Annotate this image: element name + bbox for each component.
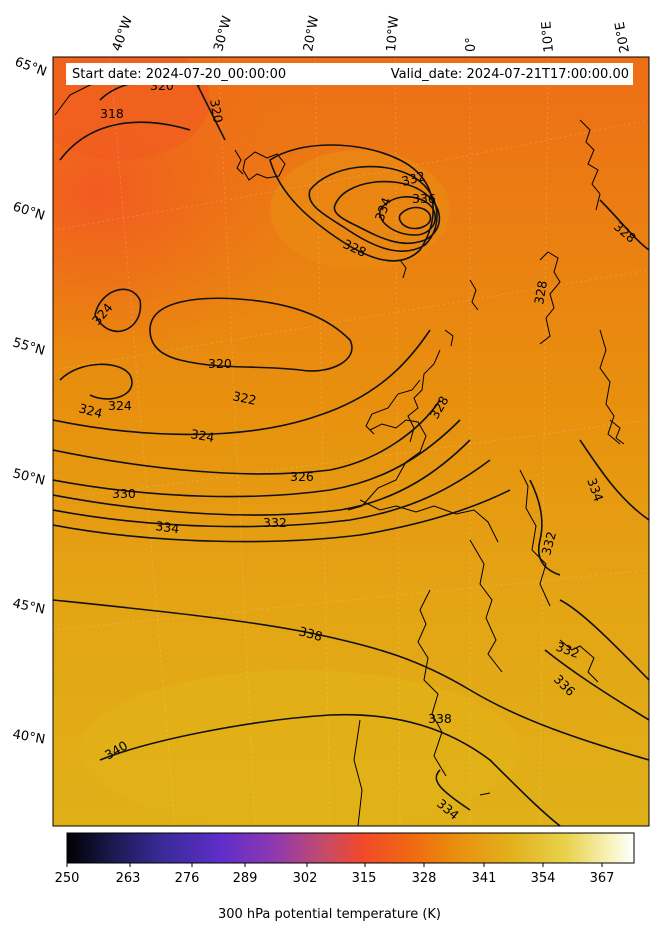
colorbar-tick: 315 — [351, 871, 377, 886]
lon-label: 0° — [464, 37, 479, 52]
contour-label: 326 — [290, 469, 314, 484]
contour-label: 338 — [297, 623, 324, 644]
colorbar-tick: 302 — [292, 871, 318, 886]
longitude-labels: 40°W 30°W 20°W 10°W 0° 10°E 20°E — [110, 14, 633, 54]
contour-label: 320 — [207, 98, 226, 124]
contour-label: 332 — [538, 530, 559, 557]
isentropes — [53, 69, 649, 826]
contour-label: 320 — [208, 356, 232, 371]
contour-label: 338 — [428, 711, 452, 726]
lon-label: 20°E — [613, 21, 633, 54]
colorbar — [66, 832, 635, 864]
colorbar-title: 300 hPa potential temperature (K) — [217, 907, 441, 922]
contour-labels: 318 320 320 324 324 324 324 322 320 326 … — [77, 78, 639, 823]
lon-label: 40°W — [110, 14, 136, 53]
map-frame — [52, 56, 650, 827]
contour-label: 322 — [231, 388, 257, 408]
contour-label: 336 — [412, 191, 436, 206]
colorbar-tick: 263 — [115, 871, 141, 886]
colorbar-tick: 367 — [589, 871, 615, 886]
lat-label: 40°N — [11, 727, 46, 747]
latitude-labels: 65°N 60°N 55°N 50°N 45°N 40°N — [11, 55, 49, 748]
map-panel: 318 320 320 324 324 324 324 322 320 326 … — [53, 57, 649, 826]
contour-label: 330 — [112, 486, 136, 501]
lat-label: 60°N — [11, 200, 47, 224]
lat-label: 65°N — [13, 55, 49, 80]
colorbar-tick: 276 — [174, 871, 200, 886]
colorbar-tick: 250 — [54, 871, 80, 886]
lat-label: 55°N — [11, 335, 47, 358]
contour-label: 334 — [155, 518, 181, 536]
contour-label: 324 — [77, 400, 104, 421]
colorbar-tick: 341 — [471, 871, 497, 886]
start-date: Start date: 2024-07-20_00:00:00 — [72, 66, 287, 82]
lat-label: 50°N — [11, 466, 46, 488]
contour-label: 324 — [108, 398, 132, 413]
colorbar-tick: 289 — [232, 871, 258, 886]
colorbar-tick: 354 — [530, 871, 556, 886]
lon-label: 10°E — [539, 21, 557, 53]
lat-label: 45°N — [11, 596, 46, 617]
lon-label: 30°W — [211, 14, 235, 53]
colorbar-tick-marks — [66, 863, 603, 867]
contour-label: 332 — [400, 168, 427, 189]
lon-label: 10°W — [384, 15, 402, 52]
valid-date: Valid_date: 2024-07-21T17:00:00.00 — [390, 66, 629, 82]
contour-label: 332 — [263, 515, 287, 530]
lon-label: 20°W — [301, 15, 322, 53]
colorbar-tick: 328 — [411, 871, 437, 886]
date-info-box: Start date: 2024-07-20_00:00:00 Valid_da… — [66, 63, 633, 85]
graticule — [53, 57, 649, 826]
contour-label: 328 — [531, 279, 550, 305]
contour-label: 318 — [100, 106, 124, 121]
contour-label: 324 — [189, 426, 215, 445]
